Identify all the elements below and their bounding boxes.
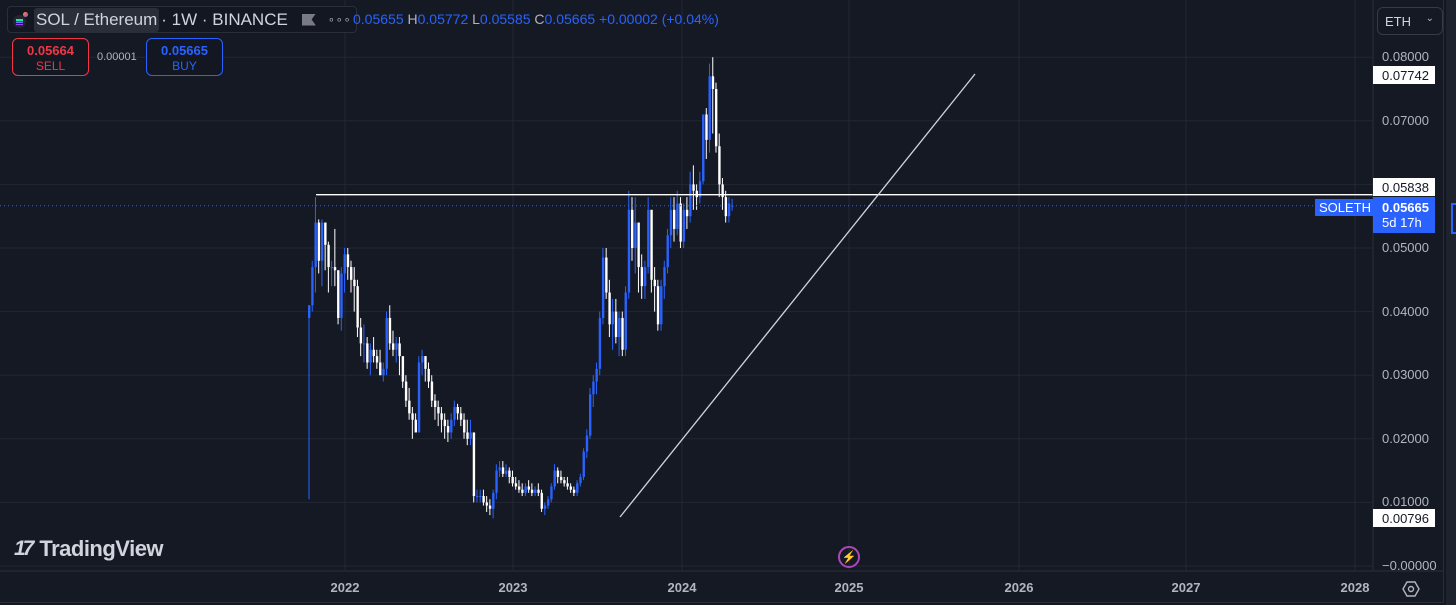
close-value: 0.05665 — [544, 11, 596, 27]
low-price-label: 0.00796 — [1373, 509, 1435, 527]
solana-symbol-icon — [10, 10, 30, 30]
sell-price: 0.05664 — [27, 43, 74, 58]
symbol-name[interactable]: SOL / Ethereum — [34, 7, 160, 32]
chevron-down-icon: ⌄ — [1425, 13, 1434, 24]
price-tick: 0.02000 — [1382, 430, 1429, 446]
year-tick: 2024 — [667, 580, 697, 595]
hline-price-label: 0.05838 — [1373, 178, 1435, 196]
low-value: 0.05585 — [479, 11, 531, 27]
buy-label: BUY — [172, 59, 197, 73]
year-tick: 2026 — [1004, 580, 1034, 595]
price-tick: 0.04000 — [1382, 303, 1429, 319]
high-value: 0.05772 — [417, 11, 469, 27]
buy-price: 0.05665 — [161, 43, 208, 58]
interval-exchange: · 1W · BINANCE — [161, 9, 288, 29]
tradingview-wordmark: TradingView — [39, 536, 164, 561]
close-label: C — [534, 11, 545, 27]
price-tick: 0.05000 — [1382, 240, 1429, 255]
year-tick: 2025 — [834, 580, 864, 595]
last-price-value: 0.05665 — [1382, 200, 1429, 215]
price-tick: 0.07000 — [1382, 112, 1429, 128]
sell-button[interactable]: 0.05664 SELL — [12, 38, 89, 76]
bar-countdown: 5d 17h — [1382, 215, 1422, 230]
year-tick: 2027 — [1171, 580, 1201, 595]
drawings[interactable] — [0, 73, 1373, 518]
last-price-label: 0.05665 5d 17h — [1373, 197, 1435, 233]
right-toolbar-edge — [1446, 0, 1456, 605]
year-tick: 2023 — [498, 580, 528, 595]
price-tick: 0.03000 — [1382, 367, 1429, 383]
price-tick: 0.01000 — [1382, 494, 1429, 510]
grid-lines — [0, 0, 1373, 571]
buy-button[interactable]: 0.05665 BUY — [146, 38, 223, 76]
flag-icon[interactable] — [301, 13, 316, 26]
symbol-tag: SOLETH — [1315, 199, 1376, 216]
high-price-label: 0.07742 — [1373, 66, 1435, 84]
sell-label: SELL — [35, 59, 66, 73]
lightning-bolt-icon[interactable]: ⚡ — [838, 546, 860, 568]
year-tick: 2028 — [1340, 580, 1370, 595]
low-label: L — [472, 11, 480, 27]
change-value: +0.00002 (+0.04%) — [599, 11, 719, 27]
more-options-icon[interactable]: ∘∘∘ — [327, 14, 352, 26]
currency-value: ETH — [1385, 14, 1411, 29]
ohlc-values: 0.05655 H0.05772 L0.05585 C0.05665 +0.00… — [353, 11, 719, 27]
high-label: H — [407, 11, 418, 27]
candlestick-series — [308, 57, 734, 519]
price-tick: 0.08000 — [1382, 49, 1429, 65]
price-tick: −0.00000 — [1382, 558, 1437, 573]
settings-hexagon-icon[interactable] — [1402, 580, 1420, 598]
year-tick: 2022 — [330, 580, 360, 595]
open-value: 0.05655 — [353, 11, 404, 27]
tradingview-mark-icon: 17 — [14, 537, 34, 560]
tradingview-logo[interactable]: 17 TradingView — [14, 536, 164, 562]
symbol-legend[interactable]: SOL / Ethereum · 1W · BINANCE ∘∘∘ — [7, 6, 357, 33]
currency-select[interactable]: ETH ⌄ — [1377, 7, 1443, 35]
spread-value: 0.00001 — [97, 51, 137, 63]
